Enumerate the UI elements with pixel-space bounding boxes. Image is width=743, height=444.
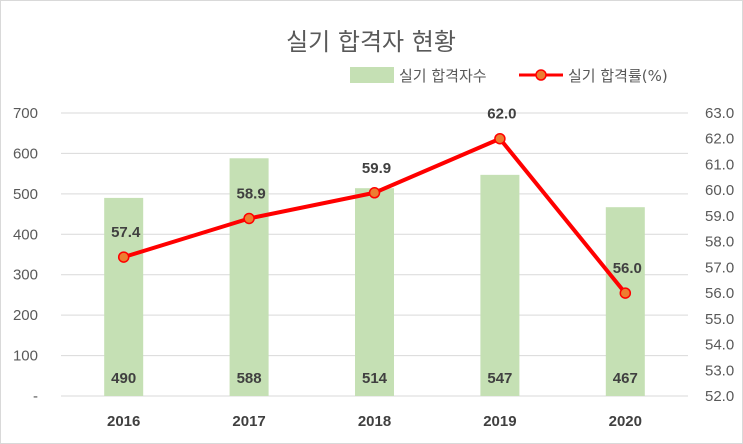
right-axis-ticks: 52.0 53.0 54.0 55.0 56.0 57.0 58.0 59.0 60.0 61.0…	[705, 105, 734, 405]
left-tick-label: 300	[13, 267, 38, 284]
right-tick-label: 52.0	[705, 388, 734, 405]
right-tick-label: 58.0	[705, 234, 734, 251]
line-marker	[368, 187, 381, 199]
x-tick-label: 2019	[483, 413, 516, 430]
legend: 실기 합격자수 실기 합격률(%)	[350, 67, 668, 85]
legend-bar-swatch	[350, 67, 394, 83]
x-tick-label: 2020	[609, 413, 642, 430]
bar-value-label: 547	[487, 370, 512, 387]
bar	[480, 174, 520, 396]
bar-series	[104, 158, 645, 396]
right-tick-label: 55.0	[705, 311, 734, 328]
right-tick-label: 62.0	[705, 131, 734, 148]
line-series	[117, 132, 632, 299]
bar-value-label: 467	[613, 370, 638, 387]
legend-bar-label: 실기 합격자수	[399, 67, 487, 85]
right-tick-label: 56.0	[705, 285, 734, 302]
bar-value-labels: 490 588 514 547 467	[111, 370, 638, 387]
line-value-label: 56.0	[613, 260, 642, 277]
bar-value-label: 588	[237, 370, 262, 387]
line-value-label: 57.4	[111, 224, 141, 241]
bar	[605, 207, 645, 396]
bar	[355, 188, 394, 396]
legend-line-label: 실기 합격률(%)	[568, 67, 668, 85]
right-tick-label: 54.0	[705, 337, 734, 354]
line-marker	[243, 212, 255, 225]
line-marker	[619, 287, 632, 299]
bar	[229, 158, 269, 396]
left-tick-label: -	[33, 388, 38, 405]
x-tick-label: 2017	[232, 413, 265, 430]
x-axis-ticks: 2016 2017 2018 2019 2020	[107, 413, 642, 430]
line-value-labels: 57.4 58.9 59.9 62.0 56.0	[111, 106, 642, 277]
x-tick-label: 2016	[107, 413, 140, 430]
left-tick-label: 100	[13, 348, 38, 365]
bar	[104, 197, 144, 396]
right-tick-label: 60.0	[705, 182, 734, 199]
bar-value-label: 514	[362, 370, 388, 387]
left-tick-label: 500	[13, 186, 38, 203]
left-tick-label: 700	[13, 105, 38, 122]
legend-line-marker	[535, 69, 547, 81]
left-axis-ticks: - 100 200 300 400 500 600 700	[13, 105, 38, 405]
right-tick-label: 61.0	[705, 156, 734, 173]
right-tick-label: 63.0	[705, 105, 734, 122]
line-value-label: 62.0	[487, 106, 516, 123]
left-tick-label: 400	[13, 226, 38, 243]
chart-title: 실기 합격자 현황	[286, 28, 456, 56]
line-value-label: 59.9	[362, 160, 391, 177]
line-marker	[494, 132, 506, 145]
left-tick-label: 200	[13, 307, 38, 324]
line-marker	[117, 251, 130, 263]
left-tick-label: 600	[13, 145, 38, 162]
right-tick-label: 53.0	[705, 362, 734, 379]
right-tick-label: 59.0	[705, 208, 734, 225]
line-value-label: 58.9	[236, 185, 265, 202]
bar-value-label: 490	[111, 370, 136, 387]
right-tick-label: 57.0	[705, 259, 734, 276]
x-tick-label: 2018	[358, 413, 391, 430]
